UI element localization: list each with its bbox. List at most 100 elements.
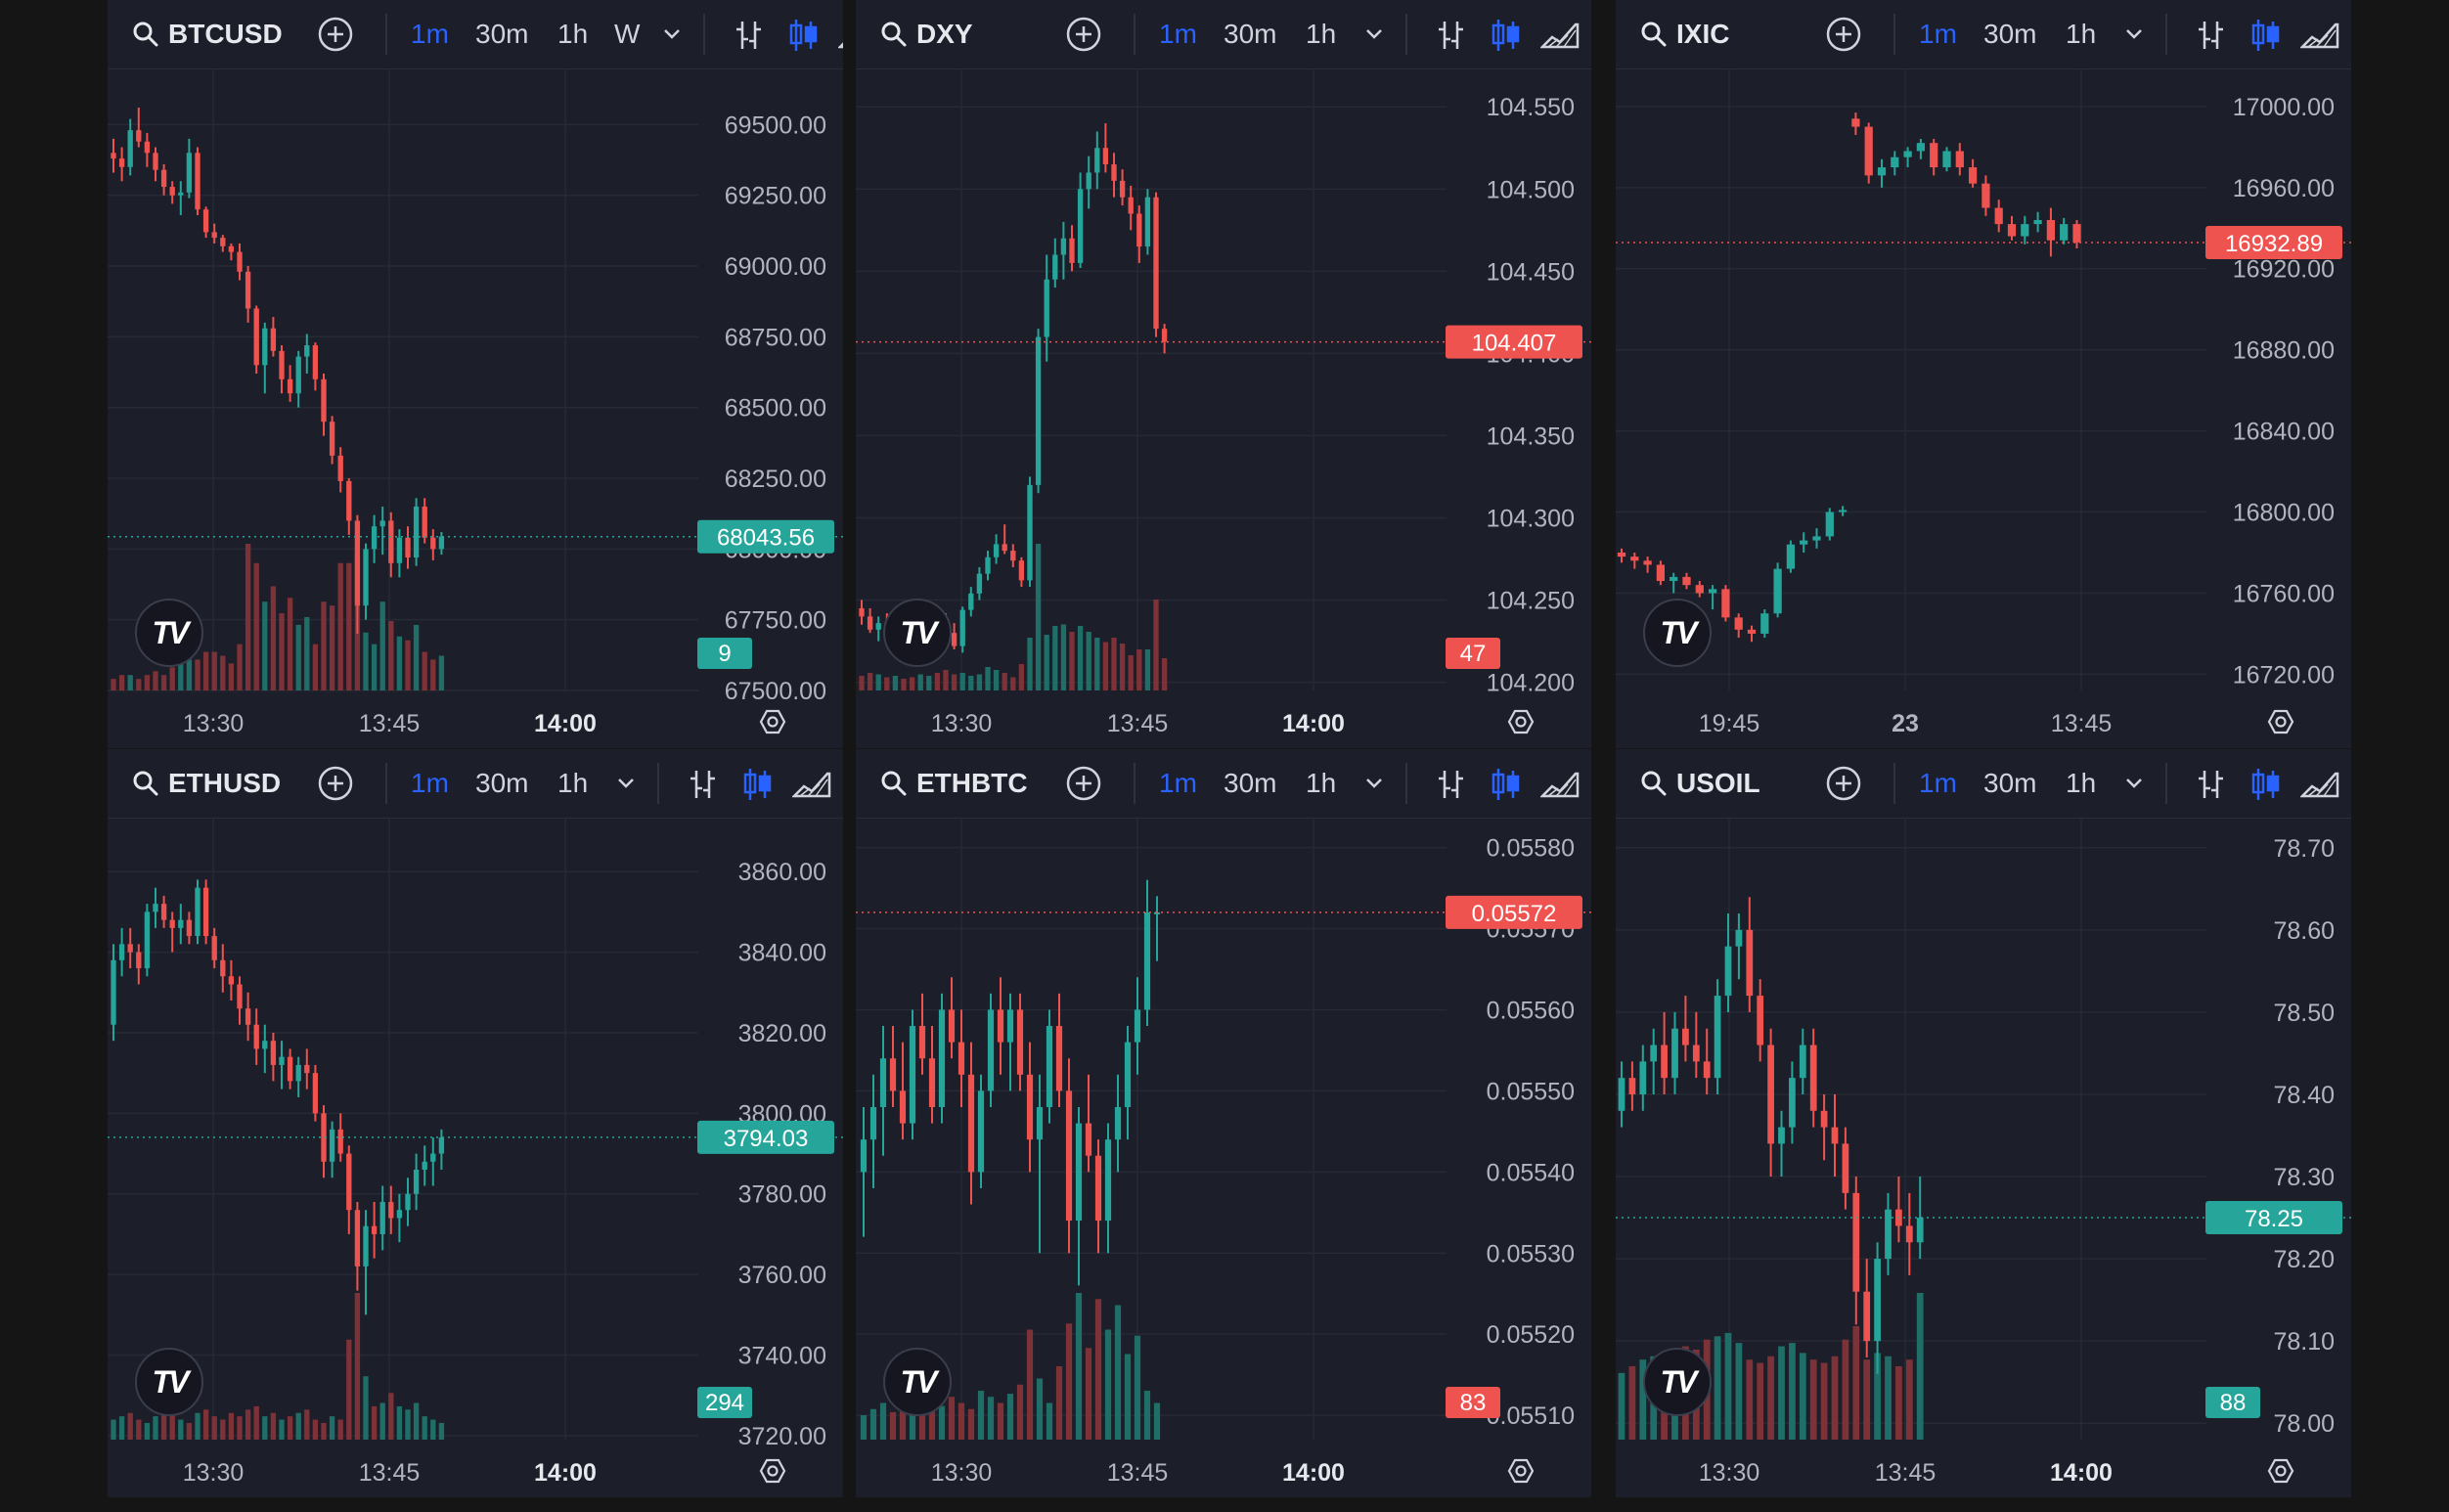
interval-30m[interactable]: 30m (1224, 768, 1277, 798)
interval-1m[interactable]: 1m (1159, 768, 1197, 798)
last-price-badge (697, 1120, 834, 1154)
compare-add-button[interactable] (1065, 765, 1102, 802)
volume-bar (926, 676, 932, 690)
interval-1h[interactable]: 1h (557, 19, 589, 49)
bars-icon (2199, 771, 2223, 798)
candle-body (178, 192, 184, 196)
candle-style-button[interactable] (783, 16, 823, 55)
interval-w[interactable]: W (614, 19, 641, 49)
interval-1h[interactable]: 1h (1306, 19, 1337, 49)
interval-30m[interactable]: 30m (475, 19, 529, 49)
price-axis-label: 16840.00 (2233, 419, 2335, 446)
price-axis-label: 78.00 (2273, 1410, 2335, 1438)
volume-bar (1052, 626, 1058, 690)
price-chart[interactable]: 0.055800.055700.055600.055500.055400.055… (856, 818, 1591, 1497)
volume-bar (413, 1402, 420, 1440)
area-style-button[interactable] (790, 765, 831, 804)
interval-30m[interactable]: 30m (1983, 768, 2037, 798)
candle-style-button[interactable] (1486, 16, 1525, 55)
interval-1h[interactable]: 1h (2066, 768, 2097, 798)
interval-1m[interactable]: 1m (1159, 19, 1197, 49)
price-axis-label: 104.200 (1487, 670, 1575, 697)
candle-body (438, 1137, 445, 1154)
price-axis-label: 16760.00 (2233, 580, 2335, 607)
candle-body (976, 573, 983, 594)
bar-style-button[interactable] (683, 765, 722, 804)
interval-dropdown-button[interactable] (660, 22, 684, 45)
area-style-button[interactable] (2298, 765, 2339, 804)
interval-30m[interactable]: 30m (1983, 19, 2037, 49)
area-style-button[interactable] (2298, 16, 2339, 55)
interval-1m[interactable]: 1m (1919, 19, 1957, 49)
interval-1m[interactable]: 1m (411, 19, 449, 49)
candle-body (1800, 540, 1808, 545)
area-style-button[interactable] (1538, 765, 1580, 804)
symbol-search-button[interactable]: IXIC (1639, 14, 1729, 55)
candle-body (337, 1129, 343, 1154)
price-axis-label: 17000.00 (2233, 94, 2335, 121)
area-style-button[interactable] (1538, 16, 1580, 55)
last-price-badge (1446, 325, 1582, 359)
candle-style-button[interactable] (2246, 765, 2285, 804)
area-chart-icon (2298, 772, 2339, 798)
symbol-search-button[interactable]: USOIL (1639, 763, 1760, 804)
compare-add-button[interactable] (1065, 16, 1102, 53)
area-style-button[interactable] (836, 16, 843, 55)
compare-add-button[interactable] (317, 765, 354, 802)
volume-bar (371, 644, 378, 690)
interval-dropdown-button[interactable] (2122, 22, 2146, 45)
chart-panel-ethusd: ETHUSD 1m 30m 1h 3860.00 3840.00 3820.00 3800.0… (108, 749, 843, 1497)
candle-style-button[interactable] (737, 765, 777, 804)
volume-bar (363, 632, 369, 690)
interval-1h[interactable]: 1h (557, 768, 589, 798)
bar-style-button[interactable] (1431, 765, 1470, 804)
symbol-search-button[interactable]: ETHBTC (879, 763, 1028, 804)
settings-gear-icon[interactable] (2267, 709, 2294, 734)
candle-body (1735, 929, 1743, 947)
settings-gear-icon[interactable] (1507, 709, 1535, 734)
bar-style-button[interactable] (729, 16, 768, 55)
interval-30m[interactable]: 30m (1224, 19, 1277, 49)
settings-gear-icon[interactable] (1507, 1458, 1535, 1484)
candle-style-button[interactable] (1486, 765, 1525, 804)
compare-add-button[interactable] (317, 16, 354, 53)
symbol-search-button[interactable]: DXY (879, 14, 973, 55)
compare-add-button[interactable] (1825, 16, 1862, 53)
symbol-search-button[interactable]: ETHUSD (131, 763, 281, 804)
area-chart-icon (1538, 772, 1580, 798)
settings-gear-icon[interactable] (759, 1458, 786, 1484)
chart-toolbar: BTCUSD 1m 30m 1h W (108, 0, 843, 69)
interval-dropdown-button[interactable] (1362, 771, 1386, 794)
price-chart[interactable]: 104.550104.500104.450104.400104.350104.3… (856, 68, 1591, 748)
price-chart[interactable]: 69500.00 69250.00 69000.00 68750.00 68500.00… (108, 68, 843, 748)
settings-gear-icon[interactable] (2267, 1458, 2294, 1484)
toolbar-divider (2165, 14, 2167, 55)
price-axis-label: 78.50 (2273, 1000, 2335, 1027)
bar-style-button[interactable] (2191, 765, 2230, 804)
bar-style-button[interactable] (2191, 16, 2230, 55)
interval-dropdown-button[interactable] (1362, 22, 1386, 45)
settings-gear-icon[interactable] (759, 709, 786, 734)
time-axis-label: 13:30 (1699, 1459, 1760, 1487)
candle-body (1682, 576, 1691, 586)
volume-bar (938, 1405, 946, 1440)
price-axis-label: 78.60 (2273, 917, 2335, 945)
price-chart[interactable]: 3860.003840.003820.003800.003780.003760.… (108, 818, 843, 1497)
candle-body (405, 1193, 411, 1211)
interval-1m[interactable]: 1m (411, 768, 449, 798)
interval-dropdown-button[interactable] (2122, 771, 2146, 794)
interval-1m[interactable]: 1m (1919, 768, 1957, 798)
symbol-search-button[interactable]: BTCUSD (131, 14, 283, 55)
volume-bar (1111, 638, 1117, 690)
candle-style-button[interactable] (2246, 16, 2285, 55)
compare-add-button[interactable] (1825, 765, 1862, 802)
symbol-name: USOIL (1676, 768, 1760, 798)
interval-1h[interactable]: 1h (1306, 768, 1337, 798)
price-chart[interactable]: 17000.00 16960.00 16920.00 16880.00 16840.00… (1616, 68, 2351, 748)
bar-style-button[interactable] (1431, 16, 1470, 55)
interval-dropdown-button[interactable] (614, 771, 638, 794)
interval-1h[interactable]: 1h (2066, 19, 2097, 49)
price-chart[interactable]: 78.70 78.60 78.50 78.40 78.30 78.20 78.10 78.00… (1616, 818, 2351, 1497)
candle-body (1916, 143, 1926, 152)
interval-30m[interactable]: 30m (475, 768, 529, 798)
